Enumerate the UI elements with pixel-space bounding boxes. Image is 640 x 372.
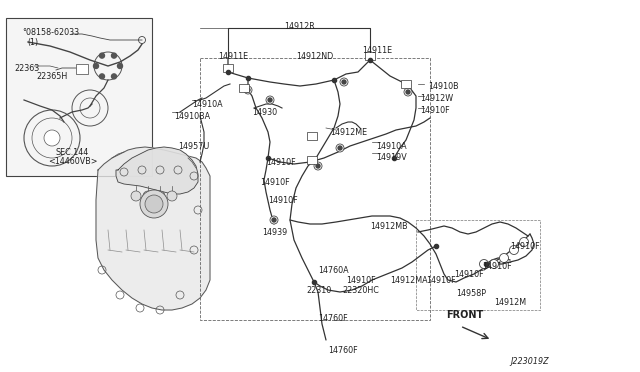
Text: 14912ME: 14912ME: [330, 128, 367, 137]
Circle shape: [246, 88, 250, 92]
Text: 14912ND: 14912ND: [296, 52, 333, 61]
Text: <14460VB>: <14460VB>: [48, 157, 97, 166]
Circle shape: [131, 191, 141, 201]
Circle shape: [268, 98, 272, 102]
Text: 14919V: 14919V: [376, 153, 407, 162]
Text: 14957U: 14957U: [178, 142, 209, 151]
Text: 14912M: 14912M: [494, 298, 526, 307]
Text: J223019Z: J223019Z: [510, 357, 548, 366]
Circle shape: [490, 260, 499, 269]
Text: 14910F: 14910F: [268, 196, 298, 205]
Circle shape: [44, 130, 60, 146]
Circle shape: [406, 90, 410, 94]
Text: 14912MB: 14912MB: [370, 222, 408, 231]
Text: SEC.144: SEC.144: [55, 148, 88, 157]
Bar: [307, 156, 317, 164]
Circle shape: [118, 64, 122, 68]
Circle shape: [111, 53, 116, 58]
Circle shape: [270, 216, 278, 224]
Bar: [239, 84, 249, 92]
Text: 14910F: 14910F: [266, 158, 296, 167]
Bar: [6, 18, 152, 176]
Text: 14910B: 14910B: [428, 82, 459, 91]
Text: 14910A: 14910A: [192, 100, 223, 109]
Circle shape: [143, 191, 153, 201]
Text: 14910F: 14910F: [482, 262, 511, 271]
Text: 14910F: 14910F: [260, 178, 290, 187]
Polygon shape: [96, 147, 210, 310]
Circle shape: [340, 78, 348, 86]
Circle shape: [266, 96, 274, 104]
Circle shape: [140, 190, 168, 218]
Circle shape: [155, 191, 165, 201]
Text: (1): (1): [27, 38, 38, 47]
Circle shape: [244, 86, 252, 94]
Circle shape: [338, 146, 342, 150]
Text: 14912W: 14912W: [420, 94, 453, 103]
Text: 14910F: 14910F: [510, 242, 540, 251]
Text: 14910F: 14910F: [426, 276, 456, 285]
Text: 14958P: 14958P: [456, 289, 486, 298]
Circle shape: [479, 260, 488, 269]
Circle shape: [520, 237, 529, 247]
Circle shape: [342, 80, 346, 84]
Bar: [365, 52, 375, 60]
Circle shape: [272, 218, 276, 222]
Circle shape: [111, 74, 116, 79]
Circle shape: [93, 64, 99, 68]
Circle shape: [509, 246, 518, 254]
Text: °08158-62033: °08158-62033: [22, 28, 79, 37]
Text: 22310: 22310: [306, 286, 332, 295]
Text: 14910F: 14910F: [420, 106, 450, 115]
Circle shape: [316, 164, 320, 168]
Circle shape: [499, 253, 509, 263]
Bar: [307, 132, 317, 140]
Text: 14911E: 14911E: [362, 46, 392, 55]
Bar: [401, 80, 411, 88]
Circle shape: [167, 191, 177, 201]
Circle shape: [314, 162, 322, 170]
Circle shape: [336, 144, 344, 152]
Text: 22365H: 22365H: [36, 72, 67, 81]
Text: 14760F: 14760F: [318, 314, 348, 323]
Circle shape: [99, 53, 104, 58]
Circle shape: [99, 74, 104, 79]
Bar: [223, 64, 233, 72]
Text: 14912MA: 14912MA: [390, 276, 428, 285]
Text: 22363: 22363: [14, 64, 39, 73]
Text: 22320HC: 22320HC: [342, 286, 379, 295]
Text: 14760F: 14760F: [328, 346, 358, 355]
Text: 14912R: 14912R: [284, 22, 315, 31]
Text: 14930: 14930: [252, 108, 277, 117]
Bar: [416, 220, 540, 310]
Text: 14910BA: 14910BA: [174, 112, 210, 121]
Text: 14910F: 14910F: [346, 276, 376, 285]
Text: 14910F: 14910F: [454, 270, 484, 279]
Text: 14760A: 14760A: [318, 266, 349, 275]
Bar: [76, 64, 88, 74]
Text: 14911E: 14911E: [218, 52, 248, 61]
Circle shape: [145, 195, 163, 213]
Bar: [200, 58, 430, 320]
Text: FRONT: FRONT: [446, 310, 483, 320]
Text: 14939: 14939: [262, 228, 287, 237]
Polygon shape: [116, 147, 198, 194]
Circle shape: [404, 88, 412, 96]
Text: 14910A: 14910A: [376, 142, 406, 151]
